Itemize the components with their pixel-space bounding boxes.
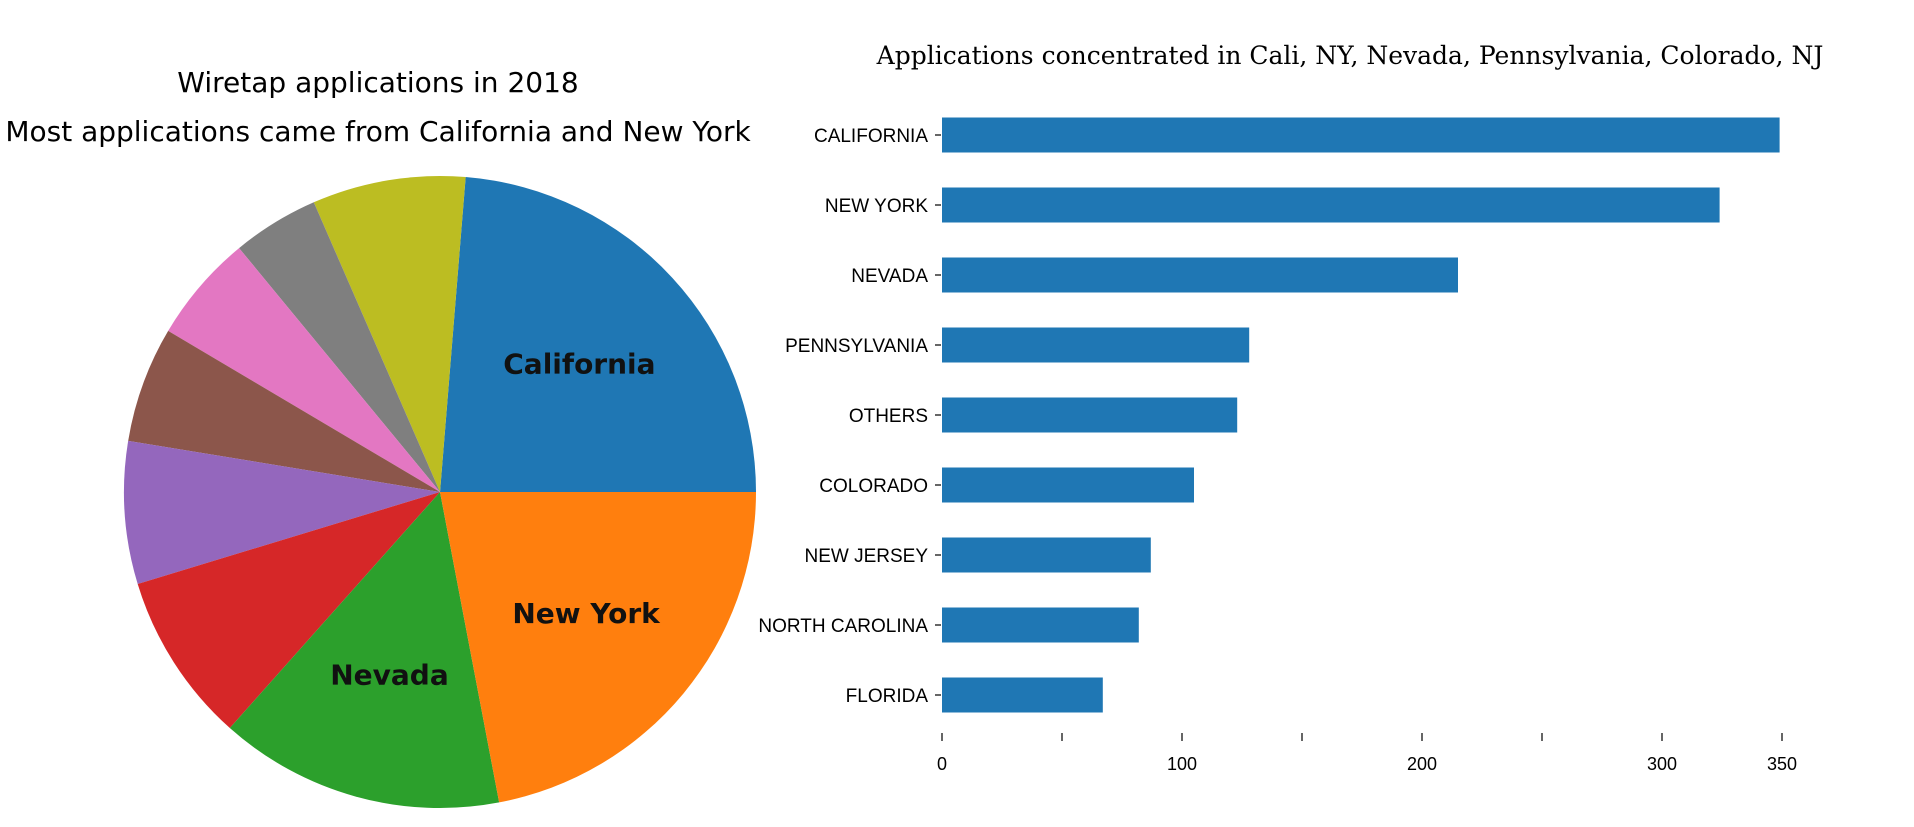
pie-slice bbox=[239, 202, 440, 492]
pie-slice bbox=[124, 440, 440, 584]
pie-slices bbox=[124, 175, 756, 808]
pie-slice bbox=[128, 330, 441, 492]
pie-chart-subtitle: Most applications came from California a… bbox=[5, 115, 751, 148]
bar bbox=[942, 467, 1194, 503]
bar bbox=[942, 257, 1458, 293]
pie-labels: California Nevada New York bbox=[330, 347, 661, 691]
bar-category-label: FLORIDA bbox=[846, 686, 929, 707]
pie-slice bbox=[440, 492, 756, 803]
pie-slice bbox=[137, 492, 440, 728]
pie-slice bbox=[168, 248, 440, 492]
bar bbox=[942, 327, 1250, 363]
bar-category-labels: CALIFORNIA NEW YORK NEVADA PENNSYLVANIA OTHE… bbox=[758, 126, 941, 707]
x-tick-label: 100 bbox=[1167, 754, 1197, 774]
pie-chart: Wiretap applications in 2018 Most applic… bbox=[5, 66, 756, 808]
x-tick-label: 350 bbox=[1767, 754, 1797, 774]
pie-slice bbox=[440, 177, 756, 492]
bar bbox=[942, 677, 1103, 713]
bar-category-label: CALIFORNIA bbox=[814, 126, 928, 147]
x-tick-label: 200 bbox=[1407, 754, 1437, 774]
bar-category-label: NEVADA bbox=[851, 266, 928, 287]
bar-category-label: NORTH CAROLINA bbox=[758, 616, 928, 637]
bar-chart-title: Applications concentrated in Cali, NY, N… bbox=[876, 41, 1824, 70]
bar bbox=[942, 117, 1780, 153]
x-tick-label: 300 bbox=[1647, 754, 1677, 774]
bar-category-label: PENNSYLVANIA bbox=[785, 336, 928, 357]
bar bbox=[942, 607, 1139, 643]
bar-category-label: COLORADO bbox=[819, 476, 928, 497]
bar bbox=[942, 397, 1238, 433]
pie-slice-label: New York bbox=[512, 597, 661, 630]
pie-slice bbox=[229, 492, 500, 808]
pie-slice-label: Nevada bbox=[330, 659, 449, 692]
bars bbox=[942, 117, 1780, 713]
bar-chart: Applications concentrated in Cali, NY, N… bbox=[758, 41, 1823, 774]
pie-slice-label: California bbox=[503, 347, 655, 380]
pie-slice bbox=[313, 175, 466, 492]
bar bbox=[942, 537, 1151, 573]
x-axis: 0 100 200 300 350 bbox=[937, 733, 1797, 774]
bar bbox=[942, 187, 1720, 223]
bar-category-label: OTHERS bbox=[849, 406, 928, 427]
bar-category-label: NEW JERSEY bbox=[804, 546, 928, 567]
x-tick-label: 0 bbox=[937, 754, 947, 774]
pie-chart-title: Wiretap applications in 2018 bbox=[177, 66, 578, 99]
bar-category-label: NEW YORK bbox=[825, 196, 928, 217]
